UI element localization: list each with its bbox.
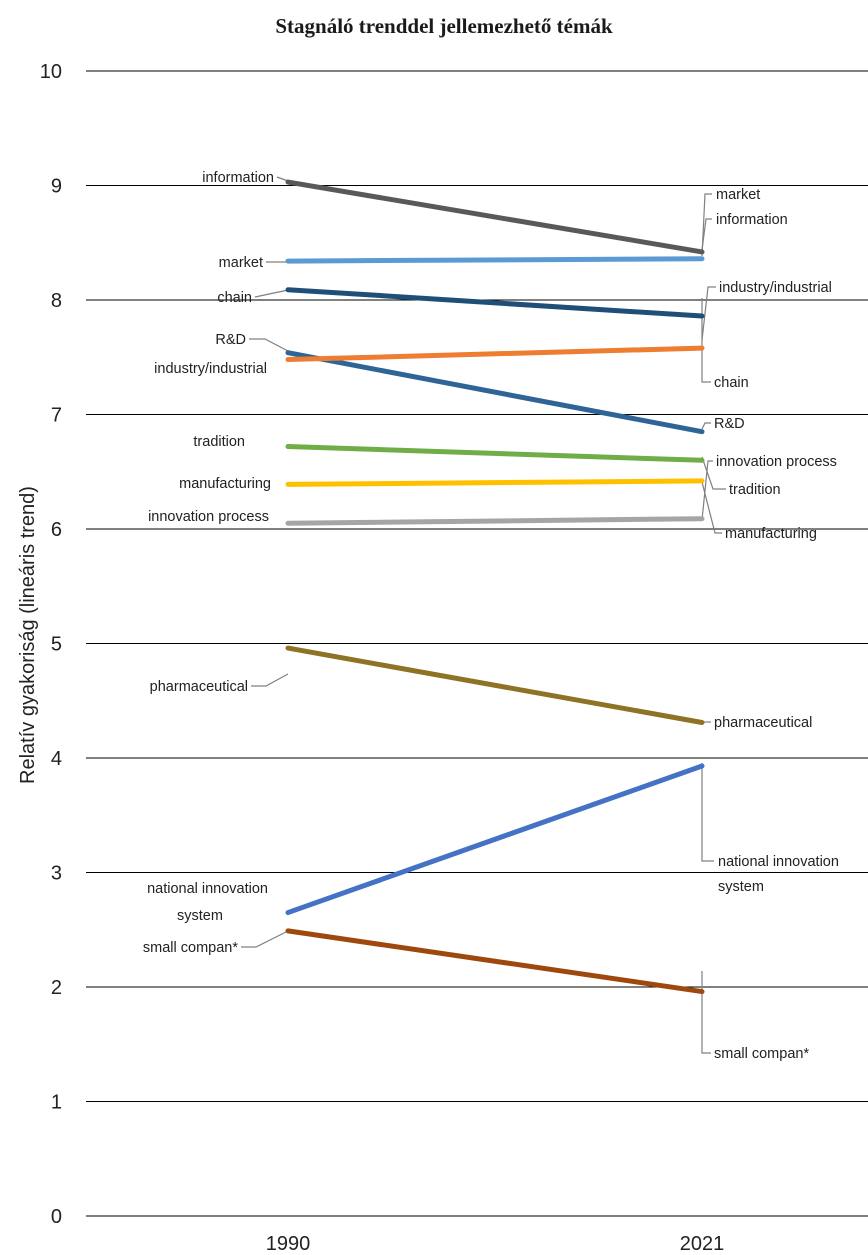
series-label-right-pharmaceutical: pharmaceutical: [714, 715, 812, 731]
y-tick-3: 3: [51, 863, 62, 885]
series-line-industry-industrial: [285, 345, 705, 363]
series-label-right-tradition: tradition: [729, 482, 781, 498]
leader-right-manufacturing: [701, 481, 722, 534]
series-label-left-chain: chain: [217, 290, 252, 306]
gridlines: [86, 70, 868, 1217]
leader-right-chain: [701, 298, 711, 383]
series-line-national-innovation-system: [285, 763, 705, 916]
series-label-right-r-d: R&D: [714, 416, 745, 432]
series-lines: [285, 179, 705, 995]
series-label-left-tradition: tradition: [193, 434, 245, 450]
x-tick-2021: 2021: [680, 1233, 725, 1255]
series-label-left-innovation-process: innovation process: [148, 509, 269, 525]
x-tick-labels: 1990 2021: [266, 1233, 725, 1255]
series-label-right-manufacturing: manufacturing: [725, 526, 817, 542]
series-label-left-information: information: [202, 170, 274, 186]
series-line-chain: [285, 287, 705, 319]
leader-right-innovation-process: [701, 460, 713, 521]
series-label-left-pharmaceutical: pharmaceutical: [150, 679, 248, 695]
leader-right-tradition: [701, 456, 726, 490]
leader-right-national-innovation-system: [701, 763, 714, 862]
chart-title: Stagnáló trenddel jellemezhető témák: [275, 14, 613, 38]
y-tick-6: 6: [51, 519, 62, 541]
series-line-innovation-process: [285, 516, 705, 526]
leader-right-small-compan: [701, 971, 711, 1054]
label-leaders: [241, 176, 726, 1054]
series-labels: information information market market chain c…: [143, 170, 839, 1062]
leader-right-industry-industrial: [701, 286, 716, 341]
series-label-right-information: information: [716, 212, 788, 228]
y-tick-7: 7: [51, 405, 62, 427]
y-tick-5: 5: [51, 634, 62, 656]
leader-left-r-d: [249, 338, 289, 352]
series-label-right-market: market: [716, 187, 760, 203]
series-label-left-r-d: R&D: [215, 332, 246, 348]
series-label-left-market: market: [219, 255, 263, 271]
series-line-market: [285, 256, 705, 264]
series-label-right-small-compan: small compan*: [714, 1046, 809, 1062]
series-line-information: [285, 179, 705, 255]
y-tick-9: 9: [51, 176, 62, 198]
series-line-pharmaceutical: [285, 645, 705, 726]
leader-left-small-compan: [241, 930, 289, 948]
y-tick-0: 0: [51, 1206, 62, 1228]
series-label-right-national-innovation-system: national innovation system: [718, 854, 839, 895]
x-tick-1990: 1990: [266, 1233, 311, 1255]
series-line-manufacturing: [285, 478, 705, 487]
y-tick-4: 4: [51, 748, 62, 770]
y-tick-labels: 0 1 2 3 4 5 6 7 8 9 10: [40, 61, 62, 1228]
y-axis-label: Relatív gyakoriság (lineáris trend): [17, 486, 39, 784]
series-label-left-national-innovation-system: national innovation system: [147, 881, 268, 924]
series-label-left-manufacturing: manufacturing: [179, 476, 271, 492]
y-tick-1: 1: [51, 1092, 62, 1114]
leader-left-chain: [254, 289, 289, 298]
series-label-left-industry-industrial: industry/industrial: [154, 361, 267, 377]
series-label-left-small-compan: small compan*: [143, 940, 238, 956]
series-label-right-chain: chain: [714, 375, 749, 391]
y-tick-10: 10: [40, 61, 62, 83]
leader-left-information: [276, 176, 289, 182]
y-tick-2: 2: [51, 977, 62, 999]
series-line-r-d: [285, 350, 705, 435]
leader-right-market: [701, 193, 712, 257]
series-label-right-innovation-process: innovation process: [716, 454, 837, 470]
series-line-tradition: [285, 444, 705, 463]
leader-right-r-d: [701, 422, 711, 430]
leader-left-pharmaceutical: [251, 673, 289, 687]
series-line-small-compan: [285, 928, 705, 995]
y-tick-8: 8: [51, 290, 62, 312]
series-label-right-industry-industrial: industry/industrial: [719, 280, 832, 296]
